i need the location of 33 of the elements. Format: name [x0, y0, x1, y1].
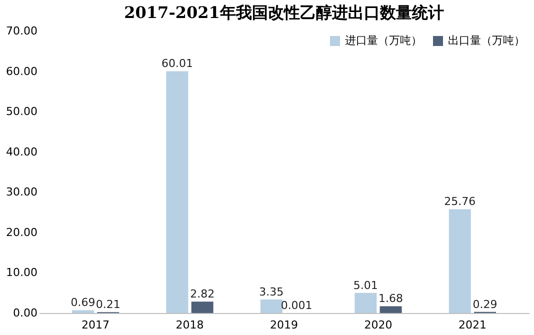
data-label: 5.01	[353, 278, 378, 292]
y-tick-label: 50.00	[6, 105, 38, 118]
bar	[191, 302, 214, 313]
bar	[72, 310, 94, 313]
bar	[448, 209, 471, 313]
x-tick-label: 2019	[270, 318, 298, 332]
y-tick-label: 0.00	[13, 306, 38, 320]
x-tick-label: 2020	[364, 318, 392, 332]
legend-label: 出口量（万吨）	[448, 34, 525, 47]
data-label: 2.82	[190, 288, 215, 301]
bar	[260, 300, 282, 313]
data-label: 3.35	[259, 286, 284, 299]
data-label: 1.68	[378, 292, 404, 306]
y-tick-label: 10.00	[6, 266, 38, 280]
y-tick-label: 60.00	[6, 64, 38, 78]
y-tick-label: 20.00	[6, 226, 38, 239]
x-tick-label: 2021	[458, 318, 486, 332]
chart-title: 2017-2021年我国改性乙醇进出口数量统计	[124, 3, 444, 22]
data-label: 0.001	[280, 298, 312, 312]
x-tick-label: 2017	[82, 318, 110, 332]
data-label: 0.69	[70, 296, 96, 310]
bar	[380, 306, 402, 313]
x-tick-label: 2018	[176, 318, 204, 332]
y-tick-label: 40.00	[6, 145, 38, 158]
legend-label: 进口量（万吨）	[345, 34, 422, 47]
data-label: 60.01	[161, 57, 193, 70]
y-tick-label: 30.00	[6, 186, 38, 199]
y-tick-label: 70.00	[6, 24, 38, 38]
bar	[354, 292, 377, 313]
bar	[166, 71, 188, 313]
data-label: 25.76	[444, 195, 476, 208]
data-label: 0.29	[472, 298, 498, 311]
data-label: 0.21	[96, 298, 120, 312]
